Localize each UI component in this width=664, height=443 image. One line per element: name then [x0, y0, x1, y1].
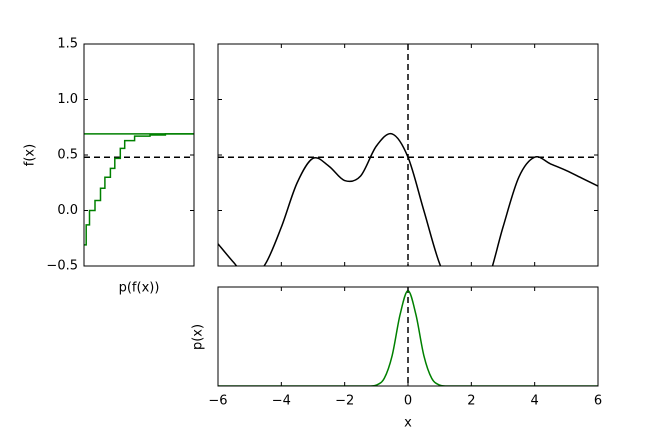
data-line	[218, 132, 598, 266]
plot-area	[218, 287, 598, 386]
y-tick-label: 1.5	[57, 37, 78, 52]
x-tick-label: 2	[467, 394, 475, 409]
y-tick-label: −0.5	[46, 259, 78, 274]
x-tick-label: −2	[335, 394, 354, 409]
x-axis-label: x	[404, 416, 412, 431]
data-line	[84, 133, 194, 246]
plot-area	[84, 133, 194, 246]
x-tick-label: −4	[272, 394, 291, 409]
y-tick-label: 0.5	[57, 148, 78, 163]
x-tick-label: −6	[208, 394, 227, 409]
x-tick-label: 4	[531, 394, 539, 409]
y-axis-label: f(x)	[23, 144, 38, 166]
y-axis-label: p(x)	[191, 324, 206, 350]
x-axis-label: p(f(x))	[119, 281, 160, 296]
x-tick-label: 0	[404, 394, 412, 409]
axes-frame	[83, 43, 195, 267]
plot-area	[218, 44, 598, 266]
x-tick-label: 6	[594, 394, 602, 409]
y-tick-label: 1.0	[57, 92, 78, 107]
y-tick-label: 0.0	[57, 203, 78, 218]
